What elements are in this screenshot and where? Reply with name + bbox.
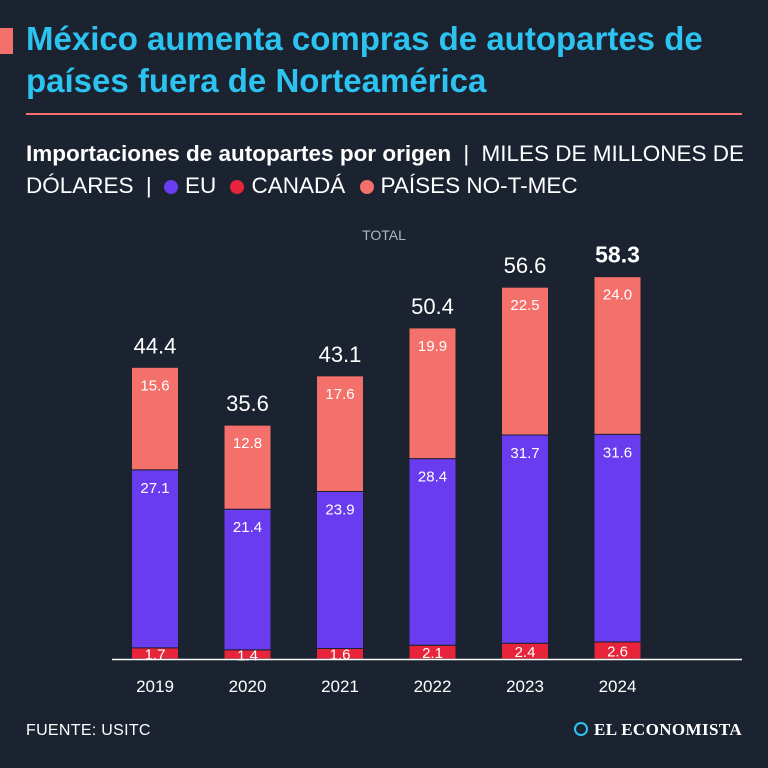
bar-label-eu-2021: 23.9	[325, 501, 354, 518]
brand-mark-icon	[574, 722, 588, 736]
total-label-2024: 58.3	[595, 242, 640, 268]
x-tick-label-2019: 2019	[136, 677, 174, 696]
bar-eu-2023	[501, 434, 549, 644]
x-tick-label-2020: 2020	[229, 677, 267, 696]
units-label: MILES DE MILLONES DE DÓLARES	[26, 141, 745, 198]
bar-pasesnotmec-2024	[593, 276, 642, 435]
legend-label-canada: CANADÁ	[251, 173, 346, 198]
legend-item-eu: EU	[163, 173, 217, 198]
bar-label-pasesnotmec-2022: 19.9	[418, 338, 447, 355]
bar-label-pasesnotmec-2020: 12.8	[233, 435, 262, 452]
subtitle-separator: |	[463, 141, 470, 166]
x-tick-label-2022: 2022	[414, 677, 452, 696]
bar-eu-2021	[316, 490, 364, 649]
x-tick-label-2023: 2023	[506, 677, 544, 696]
subtitle-text: Importaciones de autopartes por origen	[26, 141, 452, 166]
legend-dot-no-tmec	[359, 180, 374, 194]
bar-label-canad-2022: 2.1	[422, 645, 443, 662]
total-header-label: TOTAL	[362, 227, 406, 243]
bar-pasesnotmec-2020	[223, 424, 272, 510]
bar-eu-2024	[593, 433, 642, 643]
bar-pasesnotmec-2021	[316, 375, 364, 492]
legend-item-canada: CANADÁ	[230, 173, 345, 198]
bar-label-eu-2024: 31.6	[603, 444, 632, 461]
legend-label-eu: EU	[184, 173, 217, 198]
legend-item-no-tmec: PAÍSES NO-T-MEC	[359, 173, 578, 198]
bar-label-pasesnotmec-2021: 17.6	[325, 386, 354, 403]
legend-dot-canada	[230, 180, 245, 194]
page-title: México aumenta compras de autopartes de …	[26, 20, 703, 99]
bar-pasesnotmec-2023	[501, 286, 549, 436]
chart-subtitle: Importaciones de autopartes por origen |…	[26, 138, 746, 202]
brand-name: EL ECONOMISTA	[594, 720, 742, 739]
bar-label-eu-2022: 28.4	[418, 469, 447, 486]
legend-label-no-tmec: PAÍSES NO-T-MEC	[380, 173, 578, 198]
source-note: FUENTE: USITC	[26, 722, 151, 739]
bar-pasesnotmec-2019	[131, 366, 179, 471]
legend-dot-eu	[163, 180, 178, 194]
bar-label-eu-2023: 31.7	[510, 445, 539, 462]
bar-eu-2020	[223, 508, 272, 651]
bar-label-canad-2021: 1.6	[330, 647, 351, 664]
bar-label-canad-2019: 1.7	[145, 646, 166, 663]
bar-label-pasesnotmec-2023: 22.5	[510, 297, 539, 314]
x-tick-label-2021: 2021	[321, 677, 359, 696]
total-label-2021: 43.1	[319, 342, 362, 367]
total-label-2020: 35.6	[226, 391, 269, 416]
bar-label-eu-2019: 27.1	[140, 480, 169, 497]
bar-label-eu-2020: 21.4	[233, 519, 262, 536]
bar-eu-2022	[408, 458, 457, 646]
bar-pasesnotmec-2022	[408, 327, 457, 460]
bar-label-canad-2023: 2.4	[515, 644, 536, 661]
bar-eu-2019	[131, 469, 179, 649]
brand-logo: EL ECONOMISTA	[574, 720, 742, 740]
bar-label-canad-2024: 2.6	[607, 643, 628, 660]
bar-label-pasesnotmec-2019: 15.6	[140, 377, 169, 394]
title-divider	[26, 113, 742, 115]
total-label-2023: 56.6	[504, 253, 547, 278]
total-label-2019: 44.4	[134, 333, 177, 358]
title-accent-bar	[0, 28, 13, 54]
legend-separator: |	[145, 173, 152, 198]
x-tick-label-2024: 2024	[599, 677, 637, 696]
bar-label-pasesnotmec-2024: 24.0	[603, 287, 632, 304]
total-label-2022: 50.4	[411, 294, 454, 319]
